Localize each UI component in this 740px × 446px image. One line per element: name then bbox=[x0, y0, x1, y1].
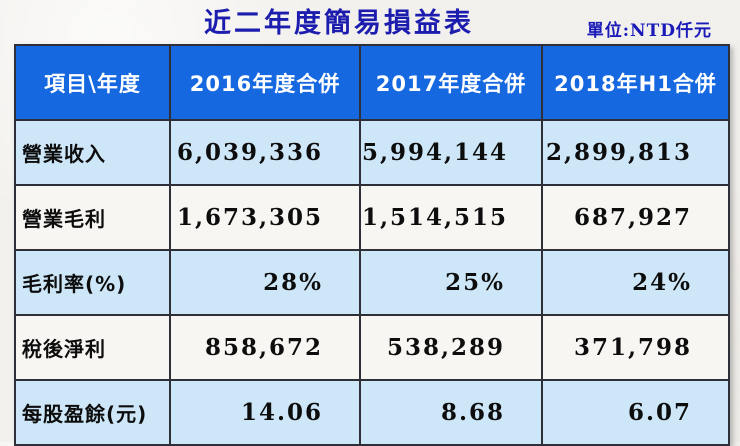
table-cell: 6.07 bbox=[541, 379, 730, 446]
table-cell: 8.68 bbox=[359, 379, 543, 446]
page-title: 近二年度簡易損益表 bbox=[204, 8, 474, 39]
table-row-gross-profit: 營業毛利 1,673,305 1,514,515 687,927 bbox=[14, 184, 730, 251]
table-cell: 25% bbox=[359, 249, 543, 316]
table-header-row: 項目\年度 2016年度合併 2017年度合併 2018年H1合併 bbox=[14, 44, 730, 121]
column-header-2016: 2016年度合併 bbox=[169, 44, 361, 121]
table-row-net-income: 稅後淨利 858,672 538,289 371,798 bbox=[14, 314, 730, 381]
table-cell: 14.06 bbox=[169, 379, 361, 446]
unit-label: 單位:NTD仟元 bbox=[586, 21, 712, 41]
table-row-revenue: 營業收入 6,039,336 5,994,144 2,899,813 bbox=[14, 119, 730, 186]
table-cell: 6,039,336 bbox=[169, 119, 361, 186]
row-label-gross-margin: 毛利率(%) bbox=[14, 249, 171, 316]
table-cell: 1,673,305 bbox=[169, 184, 361, 251]
row-label-net-income: 稅後淨利 bbox=[14, 314, 171, 381]
column-header-item: 項目\年度 bbox=[14, 44, 171, 121]
table-cell: 2,899,813 bbox=[541, 119, 730, 186]
row-label-eps: 每股盈餘(元) bbox=[14, 379, 171, 446]
table-cell: 5,994,144 bbox=[359, 119, 543, 186]
table-cell: 371,798 bbox=[541, 314, 730, 381]
column-header-2018h1: 2018年H1合併 bbox=[541, 44, 730, 121]
table-cell: 1,514,515 bbox=[359, 184, 543, 251]
row-label-revenue: 營業收入 bbox=[14, 119, 171, 186]
table-cell: 24% bbox=[541, 249, 730, 316]
row-label-gross-profit: 營業毛利 bbox=[14, 184, 171, 251]
table-cell: 538,289 bbox=[359, 314, 543, 381]
table-row-gross-margin: 毛利率(%) 28% 25% 24% bbox=[14, 249, 730, 316]
table-row-eps: 每股盈餘(元) 14.06 8.68 6.07 bbox=[14, 379, 730, 446]
table-cell: 687,927 bbox=[541, 184, 730, 251]
income-statement-table: 項目\年度 2016年度合併 2017年度合併 2018年H1合併 營業收入 6… bbox=[14, 44, 730, 446]
table-cell: 858,672 bbox=[169, 314, 361, 381]
table-cell: 28% bbox=[169, 249, 361, 316]
column-header-2017: 2017年度合併 bbox=[359, 44, 543, 121]
